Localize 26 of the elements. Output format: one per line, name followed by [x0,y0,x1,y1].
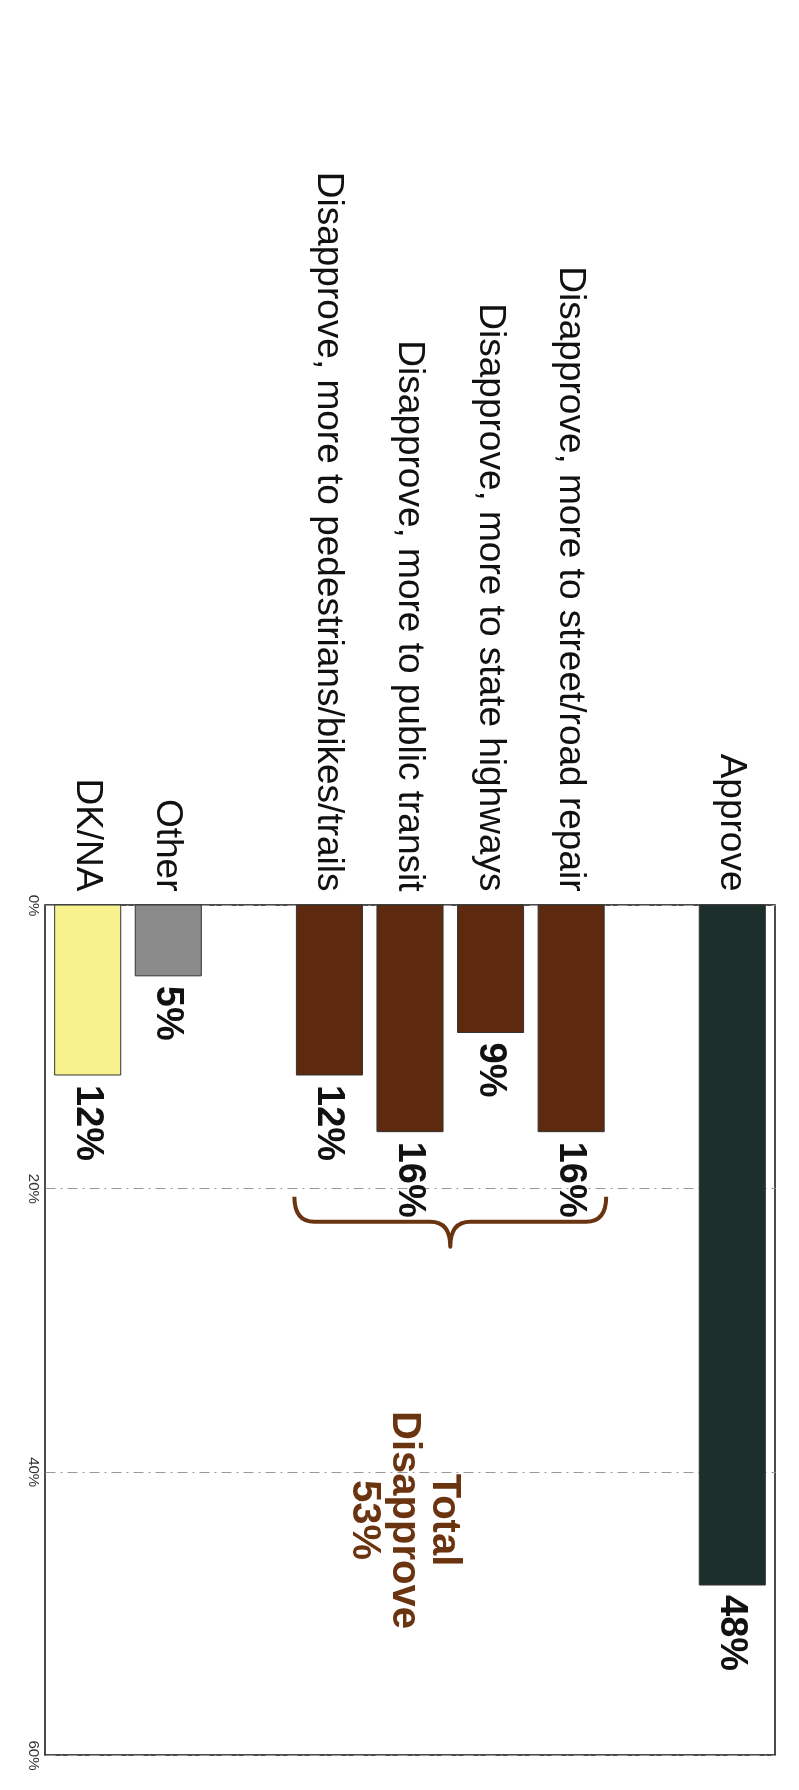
data-label: 16% [552,1141,595,1218]
data-label: 5% [149,985,192,1041]
data-label: 48% [713,1595,756,1672]
bar [376,904,444,1133]
bar [457,904,525,1033]
data-label: 9% [471,1042,514,1098]
bar [54,904,122,1076]
x-tick-label: Disapprove, more to state highways [471,303,513,892]
bar [537,904,605,1133]
data-label: 12% [68,1085,111,1162]
y-tick-label: 60% [25,1740,43,1771]
y-tick-label: 40% [25,1457,43,1488]
x-tick-label: Disapprove, more to public transit [391,340,432,893]
y-tick-label: 0% [25,894,43,917]
bar [295,904,363,1076]
x-tick-label: Other [149,798,191,892]
x-tick-label: Disapprove, more to pedestrians/bikes/trails [310,171,352,892]
annotation: Total Disapprove 53% [345,1411,469,1629]
bar [134,904,202,977]
bar [698,904,766,1586]
data-label: 16% [391,1141,433,1218]
data-label: 12% [310,1085,353,1162]
x-tick-label: Approve [713,753,755,892]
x-tick-label: DK/NA [68,778,110,892]
y-tick-label: 20% [25,1173,43,1204]
x-tick-label: Disapprove, more to street/road repair [552,266,594,892]
